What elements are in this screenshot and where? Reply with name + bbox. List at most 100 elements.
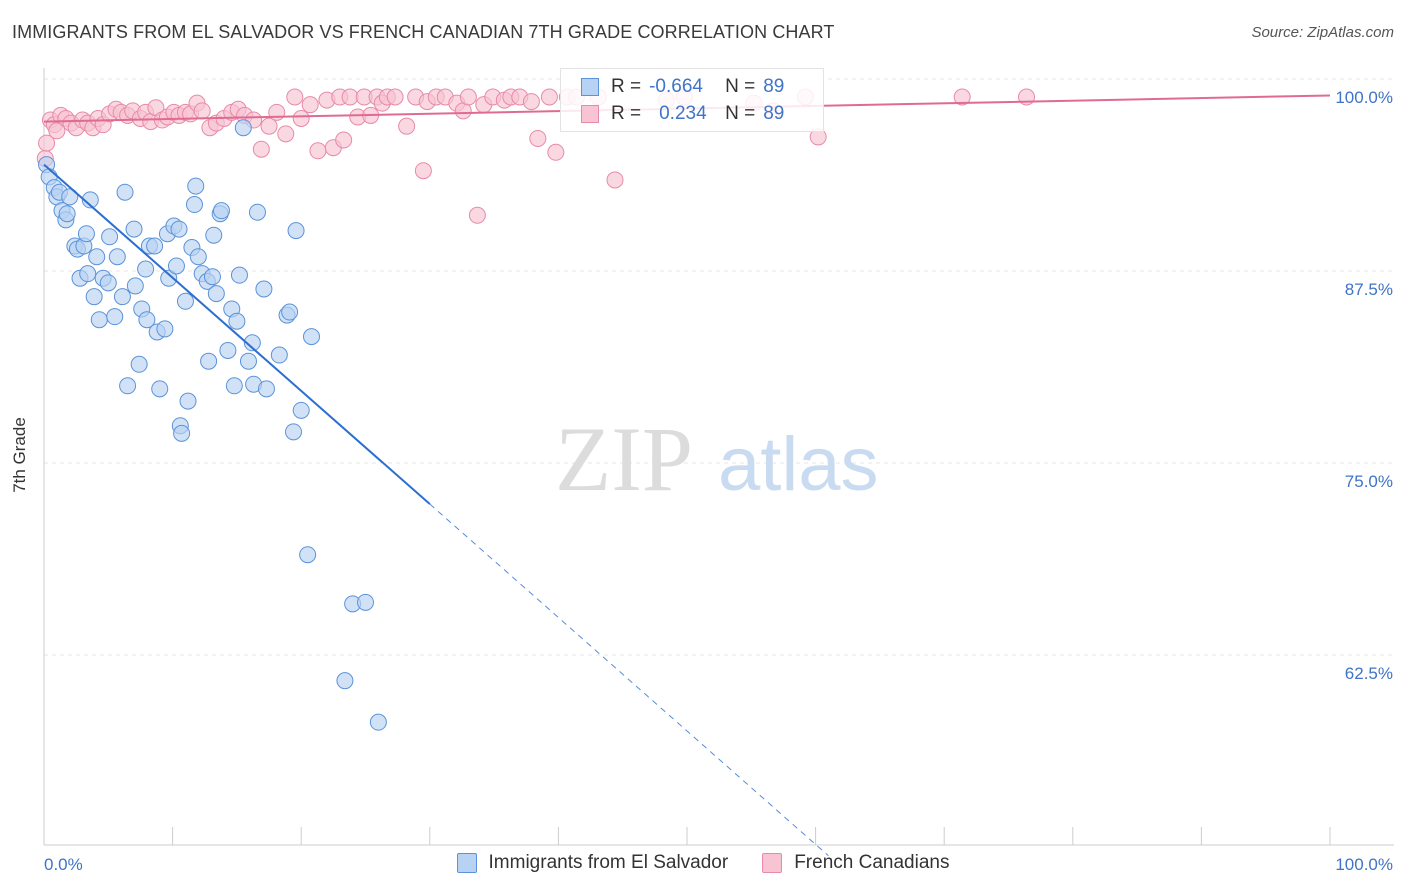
french-canadian-point — [547, 143, 565, 161]
el-salvador-point — [151, 380, 169, 398]
stats-legend: R = -0.664 N = 89 R = 0.234 N = 89 — [560, 68, 824, 132]
el-salvador-point — [146, 237, 164, 255]
bottom-legend: Immigrants from El Salvador French Canad… — [0, 852, 1406, 874]
tick-labels: 100.0% 87.5% 75.0% 62.5% 0.0% 100.0% — [44, 88, 1393, 874]
el-salvador-point — [173, 424, 191, 442]
r-value-french-canadians: 0.234 — [659, 103, 707, 124]
x-tick-label-min: 0.0% — [44, 855, 83, 874]
el-salvador-point — [58, 205, 76, 223]
el-salvador-point — [239, 352, 257, 370]
el-salvador-point — [200, 352, 218, 370]
watermark: ZIP atlas — [555, 408, 879, 510]
legend-item-french-canadians[interactable]: French Canadians — [762, 852, 949, 874]
el-salvador-point — [281, 303, 299, 321]
french-canadian-point — [301, 96, 319, 114]
el-salvador-point — [137, 260, 155, 278]
legend-item-el-salvador[interactable]: Immigrants from El Salvador — [456, 852, 728, 874]
y-tick-label: 62.5% — [1345, 664, 1393, 683]
french-canadian-point — [260, 117, 278, 135]
el-salvador-point — [219, 341, 237, 359]
french-canadian-point — [953, 88, 971, 106]
el-salvador-point — [205, 226, 223, 244]
french-canadian-point — [341, 88, 359, 106]
n-value-el-salvador: 89 — [763, 76, 785, 97]
y-tick-label: 87.5% — [1345, 280, 1393, 299]
el-salvador-trend-extension — [429, 503, 829, 857]
r-label: R = — [611, 103, 642, 124]
el-salvador-point — [207, 285, 225, 303]
el-salvador-point — [255, 280, 273, 298]
french-canadian-point — [292, 110, 310, 128]
blue-swatch — [456, 853, 477, 873]
el-salvador-point — [170, 220, 188, 238]
source-label: Source: ZipAtlas.com — [1251, 24, 1394, 41]
el-salvador-point — [125, 220, 143, 238]
el-salvador-point — [130, 355, 148, 373]
french-canadian-point — [398, 117, 416, 135]
el-salvador-point — [101, 228, 119, 246]
el-salvador-point — [88, 248, 106, 266]
el-salvador-point — [176, 292, 194, 310]
el-salvador-point — [270, 346, 288, 364]
el-salvador-point — [116, 183, 134, 201]
el-salvador-point — [228, 312, 246, 330]
french-canadian-point — [286, 88, 304, 106]
french-canadian-point — [335, 131, 353, 149]
french-canadian-point — [38, 134, 56, 152]
stats-row-french-canadians: R = 0.234 N = 89 — [581, 101, 784, 127]
el-salvador-point — [156, 320, 174, 338]
n-label: N = — [725, 103, 756, 124]
stats-row-el-salvador: R = -0.664 N = 89 — [581, 74, 784, 100]
el-salvador-point — [179, 392, 197, 410]
french-canadian-point — [468, 206, 486, 224]
el-salvador-point — [85, 288, 103, 306]
el-salvador-point — [108, 248, 126, 266]
watermark-atlas: atlas — [718, 422, 879, 507]
y-tick-label: 100.0% — [1335, 88, 1393, 107]
el-salvador-point — [257, 380, 275, 398]
el-salvador-point — [243, 334, 261, 352]
el-salvador-point — [234, 119, 252, 137]
el-salvador-point — [189, 248, 207, 266]
r-label: R = — [611, 76, 642, 97]
el-salvador-point — [81, 191, 99, 209]
french-canadian-point — [522, 93, 540, 111]
french-canadian-point — [386, 88, 404, 106]
el-salvador-point — [230, 266, 248, 284]
el-salvador-point — [212, 202, 230, 220]
legend-label-french-canadians: French Canadians — [794, 852, 950, 873]
el-salvador-point — [287, 222, 305, 240]
el-salvador-point — [119, 377, 137, 395]
x-tick-label-max: 100.0% — [1335, 855, 1393, 874]
n-label: N = — [725, 76, 756, 97]
el-salvador-point — [336, 672, 354, 690]
el-salvador-point — [357, 593, 374, 611]
el-salvador-point — [113, 288, 131, 306]
el-salvador-point — [99, 274, 117, 292]
el-salvador-point — [369, 713, 387, 731]
el-salvador-point — [284, 423, 302, 441]
french-canadian-point — [252, 140, 270, 158]
french-canadian-point — [606, 171, 624, 189]
french-canadian-point — [309, 142, 327, 160]
el-salvador-point — [79, 265, 97, 283]
el-salvador-point — [302, 328, 320, 346]
french-canadian-point — [414, 162, 432, 180]
pink-swatch — [581, 105, 599, 123]
y-tick-label: 75.0% — [1345, 472, 1393, 491]
pink-swatch — [762, 853, 783, 873]
french-canadian-point — [540, 88, 558, 106]
el-salvador-point — [292, 401, 310, 419]
el-salvador-point — [138, 311, 156, 329]
french-canadian-point — [459, 88, 477, 106]
el-salvador-point — [185, 196, 203, 214]
el-salvador-point — [61, 188, 79, 206]
n-value-french-canadians: 89 — [763, 103, 785, 124]
axes — [43, 68, 1394, 846]
french-canadian-point — [277, 125, 295, 143]
watermark-zip: ZIP — [555, 408, 693, 510]
french-canadian-point — [193, 102, 211, 120]
blue-swatch — [581, 78, 599, 96]
el-salvador-point — [225, 377, 243, 395]
